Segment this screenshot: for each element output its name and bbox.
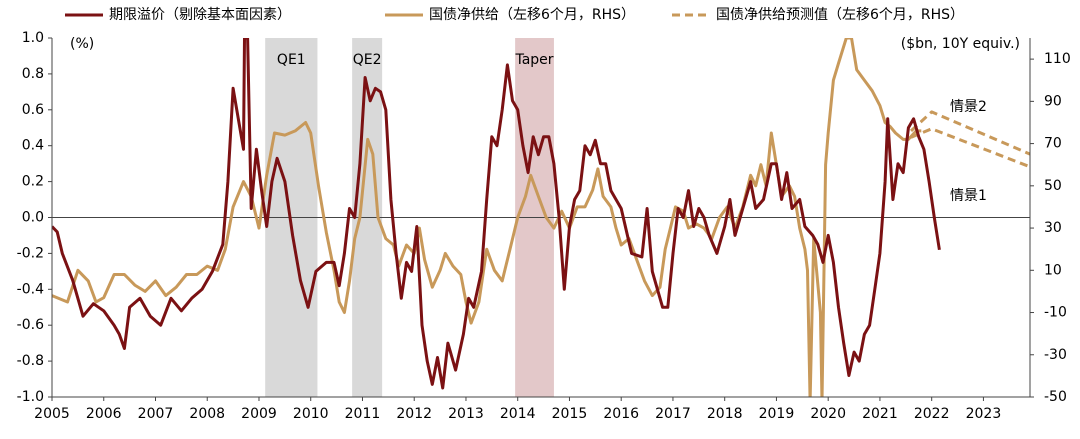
shaded-label: Taper [514,52,553,68]
y2-tick-label: -50 [1044,389,1067,405]
x-tick-label: 2010 [293,406,329,422]
y-tick-label: 0.2 [22,174,44,190]
foreground: QE1 QE2 Taper -1.0 -0.8 -0.6 -0.4 -0.2 0.0 0.2 0.4… [17,6,1071,422]
x-tick-label: 2014 [500,406,536,422]
x-tick-label: 2012 [396,406,432,422]
y-tick-label: -0.8 [17,353,44,369]
x-tick-label: 2018 [707,406,743,422]
x-tick-label: 2011 [345,406,381,422]
scenario-label: 情景1 [950,188,987,204]
y-tick-label: 0.4 [22,138,44,154]
shaded-label: QE1 [277,52,306,68]
right-axis-label: ($bn, 10Y equiv.) [901,36,1020,52]
x-tick-label: 2007 [138,406,174,422]
x-tick-label: 2013 [448,406,484,422]
left-axis-label: (%) [70,36,94,52]
series-line [910,127,1030,169]
series-line [909,110,1030,156]
y-tick-label: -0.4 [17,281,44,297]
scenario-label: 情景2 [950,99,987,115]
y2-tick-label: 110 [1044,51,1071,67]
y2-tick-label: 10 [1044,262,1062,278]
x-tick-label: 2020 [810,406,846,422]
y2-tick-label: -30 [1044,347,1067,363]
x-tick-label: 2006 [86,406,122,422]
y-tick-label: 0.6 [22,102,44,118]
x-tick-label: 2023 [966,406,1002,422]
y-tick-label: -1.0 [17,389,44,405]
x-tick-label: 2005 [34,406,70,422]
y-tick-label: -0.2 [17,245,44,261]
series-line [52,38,941,390]
y-tick-label: 1.0 [22,30,44,46]
y2-tick-label: -10 [1044,305,1067,321]
x-tick-label: 2016 [603,406,639,422]
series-line [52,38,922,397]
y-tick-label: -0.6 [17,317,44,333]
y-tick-label: 0.8 [22,66,44,82]
y2-tick-label: 70 [1044,136,1062,152]
y2-tick-label: 50 [1044,178,1062,194]
x-tick-label: 2008 [189,406,225,422]
x-tick-label: 2021 [862,406,898,422]
x-tick-label: 2009 [241,406,277,422]
x-tick-label: 2015 [552,406,588,422]
legend-label: 国债净供给（左移6个月，RHS） [429,7,635,23]
x-tick-label: 2017 [655,406,691,422]
plot-area [52,38,1030,397]
legend-label: 期限溢价（剔除基本面因素） [109,6,291,23]
x-tick-label: 2019 [759,406,795,422]
y2-tick-label: 90 [1044,93,1062,109]
x-tick-label: 2022 [914,406,950,422]
y-tick-label: 0.0 [22,210,44,226]
shaded-label: QE2 [353,52,382,68]
legend-label: 国债净供给预测值（左移6个月，RHS） [716,7,964,23]
y2-tick-label: 30 [1044,220,1062,236]
